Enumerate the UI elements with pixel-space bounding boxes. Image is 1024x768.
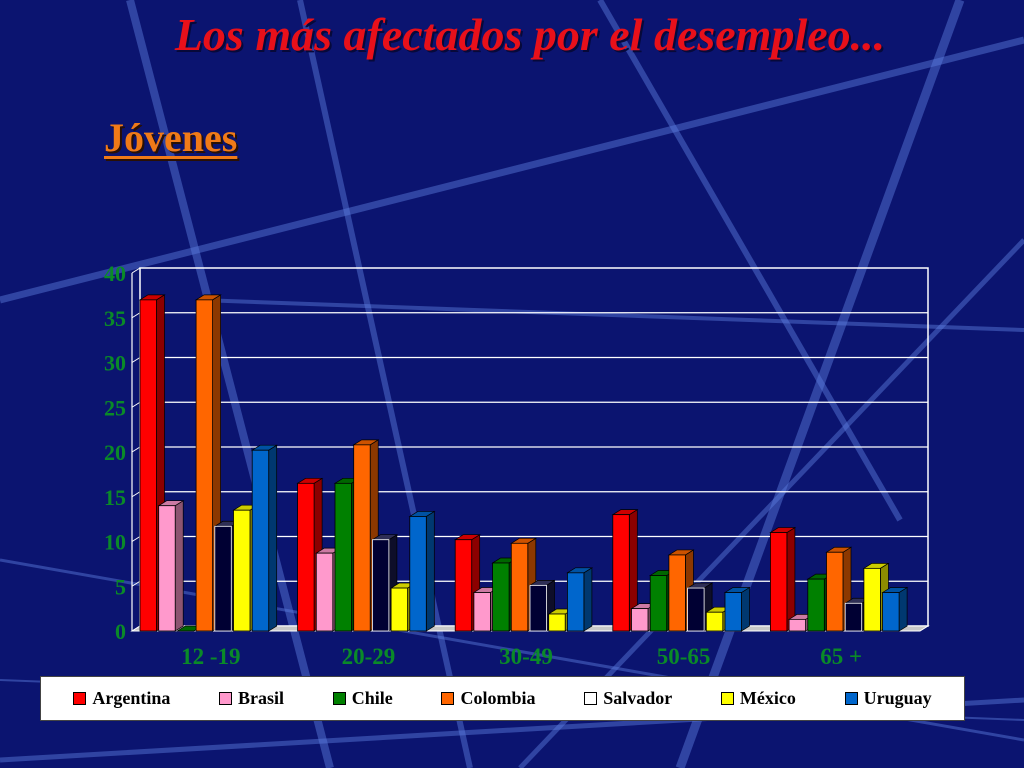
- legend-swatch: [844, 692, 858, 705]
- x-tick-label: 20-29: [342, 644, 396, 669]
- bar-uruguay-1: [408, 510, 436, 632]
- grid-depth-line: [131, 267, 141, 274]
- legend-item-salvador: Salvador: [584, 688, 672, 709]
- bar-uruguay-2: [566, 567, 594, 632]
- bar-argentina-4: [769, 526, 797, 632]
- bar-uruguay-3: [723, 586, 751, 632]
- legend-label: México: [739, 688, 796, 708]
- y-tick-label: 40: [104, 261, 126, 286]
- legend-label: Colombia: [460, 688, 536, 708]
- legend-swatch: [441, 692, 455, 705]
- y-tick-label: 25: [104, 395, 126, 420]
- y-tick-label: 30: [104, 351, 126, 376]
- legend-swatch: [332, 692, 346, 705]
- bar-argentina-3: [611, 509, 639, 632]
- grid-depth-line: [131, 580, 141, 587]
- legend-swatch: [720, 692, 734, 705]
- y-tick-label: 35: [104, 306, 126, 331]
- x-tick-label: 50-65: [657, 644, 711, 669]
- legend-item-méxico: México: [720, 688, 796, 709]
- legend-label: Argentina: [92, 688, 171, 708]
- grid-depth-line: [131, 536, 141, 542]
- grid-depth-line: [131, 491, 141, 498]
- x-tick-label: 65 +: [820, 644, 862, 669]
- legend-swatch: [219, 692, 233, 705]
- legend-swatch: [584, 692, 598, 705]
- legend-item-chile: Chile: [332, 688, 393, 709]
- grid-depth-line: [131, 446, 141, 453]
- x-tick-label: 12 -19: [181, 644, 240, 669]
- grid-depth-line: [131, 312, 141, 319]
- y-tick-label: 10: [104, 530, 126, 555]
- y-tick-label: 0: [115, 619, 126, 644]
- grid-depth-line: [131, 357, 141, 363]
- legend-swatch: [73, 692, 87, 705]
- legend-item-colombia: Colombia: [441, 688, 536, 709]
- y-tick-label: 5: [115, 574, 126, 599]
- legend-label: Uruguay: [863, 688, 932, 708]
- bar-brasil-0: [157, 500, 185, 632]
- grid-depth-line: [131, 401, 141, 408]
- legend-item-argentina: Argentina: [73, 688, 170, 709]
- bar-uruguay-0: [250, 444, 278, 632]
- grid-depth-line: [131, 625, 141, 632]
- legend-label: Brasil: [238, 688, 285, 708]
- x-tick-label: 30-49: [499, 644, 553, 669]
- legend-label: Salvador: [603, 688, 673, 708]
- legend-item-brasil: Brasil: [219, 688, 284, 709]
- bar-uruguay-4: [881, 586, 909, 632]
- legend-label: Chile: [351, 688, 393, 708]
- slide-subtitle: Jóvenes: [104, 115, 238, 160]
- slide-title: Los más afectados por el desempleo...: [174, 9, 886, 60]
- legend-item-uruguay: Uruguay: [844, 688, 932, 709]
- y-tick-label: 20: [104, 440, 126, 465]
- bar-colombia-4: [825, 546, 853, 632]
- y-tick-label: 15: [104, 485, 126, 510]
- chart-legend: Argentina Brasil Chile Colombia Salvador Méxi…: [40, 676, 965, 721]
